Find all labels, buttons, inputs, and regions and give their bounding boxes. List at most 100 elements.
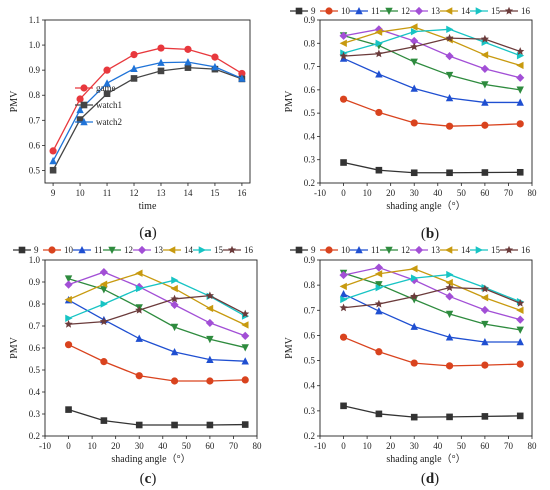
panel-label: (b) [421, 226, 439, 242]
series-10 [64, 341, 249, 385]
legend-marker [445, 7, 453, 15]
legend-label: 10 [341, 245, 351, 255]
legend-marker [325, 246, 333, 254]
data-point-10 [170, 377, 179, 385]
data-point-16 [516, 298, 525, 307]
data-point-10 [241, 376, 249, 384]
data-point-16 [64, 319, 73, 328]
data-point-16 [374, 49, 383, 58]
data-point-9 [375, 410, 383, 418]
x-axis-label: shading angle（°） [386, 453, 465, 465]
chart-panel-b: -10 0 10 20 30 40 50 60 70 80 0.2 0.3 0.4 0.5 0.6 0.7 0.… [284, 6, 537, 242]
x-tick-label: 20 [386, 441, 396, 451]
legend-marker [80, 101, 88, 109]
data-point-10 [206, 377, 214, 385]
data-point-13 [374, 25, 383, 34]
data-point-9 [100, 417, 108, 424]
legend-marker [325, 7, 333, 15]
legend-label: 10 [341, 6, 351, 16]
data-point-watch1 [157, 67, 165, 75]
data-point-watch1 [184, 64, 192, 71]
data-point-14 [64, 295, 72, 304]
data-point-9 [340, 159, 347, 166]
data-point-14 [410, 265, 418, 273]
data-point-10 [445, 362, 454, 370]
data-point-12 [206, 335, 214, 344]
series-14 [64, 269, 249, 329]
data-point-11 [410, 84, 418, 92]
y-tick-label: 0.5 [304, 356, 316, 366]
data-point-16 [170, 294, 179, 303]
series-watch1 [49, 64, 246, 174]
y-tick-label: 0.8 [304, 38, 316, 48]
legend-marker [48, 246, 56, 254]
series-line-watch1 [52, 66, 243, 171]
data-point-14 [480, 51, 489, 59]
legend-marker [504, 6, 514, 15]
data-point-9 [516, 412, 524, 420]
y-axis-label: PMV [9, 336, 20, 358]
x-tick-label: -10 [314, 188, 326, 198]
data-point-14 [339, 39, 347, 47]
data-point-11 [135, 334, 143, 342]
data-point-watch1 [49, 166, 57, 174]
data-point-16 [410, 292, 419, 300]
chart-panel-c: -10 0 10 20 30 40 50 60 70 80 0.2 0.3 0.4 0.5 0.6 0.7 0.… [9, 245, 262, 487]
legend: 9 10 11 12 13 14 15 16 [290, 245, 531, 255]
data-point-13 [516, 315, 525, 324]
legend-marker [355, 7, 363, 15]
legend-label: 12 [401, 245, 410, 255]
y-tick-label: 0.9 [304, 15, 316, 25]
data-point-watch2 [184, 58, 192, 66]
data-point-12 [481, 81, 489, 89]
series-line-10 [343, 98, 521, 127]
y-tick-label: 0.8 [29, 299, 41, 309]
data-point-10 [445, 122, 454, 130]
data-point-16 [480, 284, 489, 293]
data-point-15 [135, 284, 144, 293]
data-point-game [76, 95, 84, 103]
panel-label: (d) [421, 471, 439, 487]
data-point-10 [375, 348, 383, 356]
x-tick-label: 70 [504, 188, 514, 198]
x-tick-label: 60 [205, 441, 215, 451]
legend-label: 13 [431, 6, 441, 16]
data-point-10 [135, 372, 143, 380]
data-point-watch2 [49, 156, 57, 165]
data-point-11 [516, 337, 524, 346]
x-tick-label: 30 [135, 441, 145, 451]
legend-marker [18, 246, 26, 254]
series-line-14 [343, 268, 521, 311]
legend-label: game [96, 83, 116, 93]
data-point-watch2 [157, 58, 165, 66]
y-tick-label: 0.7 [29, 115, 41, 125]
series-9 [340, 159, 524, 177]
data-point-10 [516, 120, 524, 128]
x-tick-label: -10 [314, 441, 326, 451]
data-point-13 [99, 268, 108, 277]
plot-frame [319, 19, 533, 184]
legend-label: 9 [311, 245, 316, 255]
data-point-11 [445, 94, 454, 102]
data-point-13 [445, 292, 454, 301]
series-line-14 [343, 26, 521, 67]
legend-label: watch2 [96, 117, 122, 127]
legend-label: 13 [154, 245, 164, 255]
series-line-12 [68, 278, 246, 349]
data-point-13 [516, 73, 525, 82]
legend-marker [385, 7, 393, 15]
series-line-10 [343, 336, 521, 367]
legend-marker [445, 246, 453, 254]
data-point-13 [445, 51, 454, 61]
data-point-11 [375, 70, 383, 78]
x-tick-label: 70 [229, 441, 239, 451]
y-axis-label: PMV [284, 90, 295, 112]
data-point-15 [100, 300, 108, 308]
series-line-16 [343, 287, 521, 309]
y-tick-label: 0.4 [304, 381, 316, 391]
x-tick-label: 13 [156, 188, 166, 198]
series-game [49, 44, 246, 155]
data-point-16 [241, 309, 250, 318]
series-line-game [52, 47, 243, 152]
x-tick-label: 15 [210, 188, 220, 198]
